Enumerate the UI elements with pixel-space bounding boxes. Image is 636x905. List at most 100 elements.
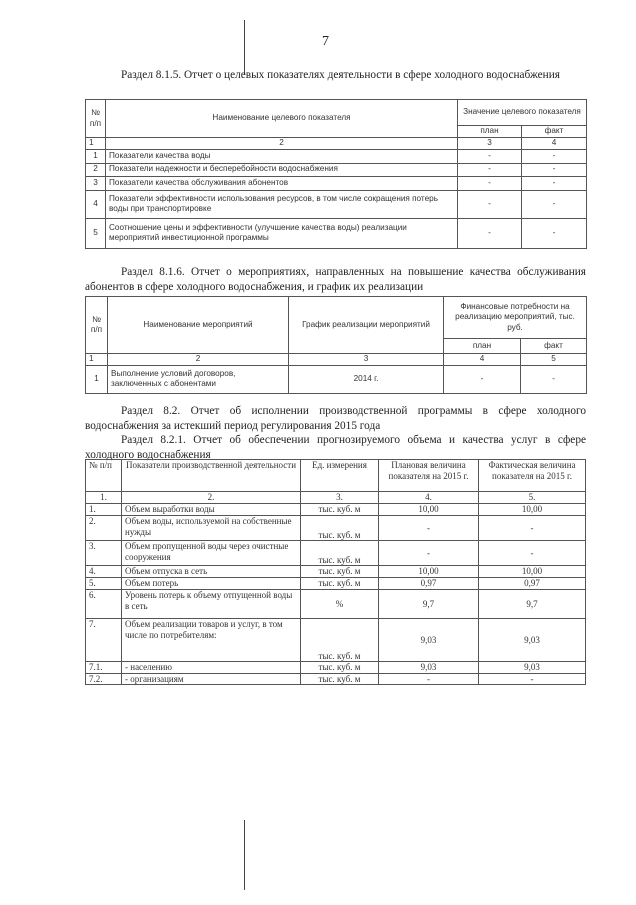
table-row: 5. Объем потерь тыс. куб. м 0,97 0,97 bbox=[85, 577, 586, 590]
row-name: Соотношение цены и эффективности (улучше… bbox=[105, 217, 458, 249]
row-fact: 0,97 bbox=[478, 577, 586, 590]
row-plan: - bbox=[457, 175, 522, 191]
row-num: 5 bbox=[85, 217, 106, 249]
table-row: 2. Объем воды, используемой на собственны… bbox=[85, 515, 586, 541]
header-num: № п/п bbox=[85, 459, 122, 492]
table-row: 6. Уровень потерь к объему отпущенной вод… bbox=[85, 589, 586, 619]
row-num: 4. bbox=[85, 565, 122, 578]
row-num: 7.2. bbox=[85, 672, 122, 685]
row-unit: тыс. куб. м bbox=[300, 577, 379, 590]
row-fact: - bbox=[478, 515, 586, 541]
table-row: 1 Показатели качества воды - - bbox=[85, 148, 588, 164]
header-value: Значение целевого показателя bbox=[456, 99, 588, 126]
table-row: 7.1. - населению тыс. куб. м 9,03 9,03 bbox=[85, 661, 586, 674]
row-plan: 9,7 bbox=[378, 589, 479, 619]
table-row: 2 Показатели надежности и бесперебойности… bbox=[85, 162, 588, 177]
row-unit: тыс. куб. м bbox=[300, 503, 379, 516]
heading-text: Раздел 8.2. Отчет об исполнении производ… bbox=[85, 405, 586, 432]
row-num: 3. bbox=[85, 540, 122, 566]
row-fact: - bbox=[520, 162, 588, 177]
header-unit: Ед. измерения bbox=[300, 459, 379, 492]
index-cell: 2 bbox=[107, 353, 289, 366]
row-schedule: 2014 г. bbox=[288, 364, 444, 394]
index-cell: 4 bbox=[443, 353, 521, 366]
production-program-table: № п/п Показатели производственной деятел… bbox=[85, 459, 586, 685]
row-num: 1 bbox=[85, 364, 108, 394]
table-row: 3 Показатели качества обслуживания абонен… bbox=[85, 175, 588, 191]
index-cell: 2 bbox=[105, 137, 458, 150]
row-unit: тыс. куб. м bbox=[300, 618, 379, 662]
row-fact: - bbox=[520, 217, 588, 249]
header-fact: факт bbox=[520, 125, 588, 138]
row-name: Выполнение условий договоров, заключенны… bbox=[107, 364, 289, 394]
header-name: Наименование целевого показателя bbox=[105, 99, 458, 138]
index-cell: 1. bbox=[85, 491, 122, 504]
index-cell: 3 bbox=[457, 137, 522, 150]
row-plan: - bbox=[457, 162, 522, 177]
row-num: 7. bbox=[85, 618, 122, 662]
row-plan: - bbox=[457, 189, 522, 219]
header-plan: Плановая величина показателя на 2015 г. bbox=[378, 459, 479, 492]
index-cell: 5. bbox=[478, 491, 586, 504]
row-unit: % bbox=[300, 589, 379, 619]
row-num: 7.1. bbox=[85, 661, 122, 674]
row-name: Показатели качества обслуживания абонент… bbox=[105, 175, 458, 191]
row-num: 2. bbox=[85, 515, 122, 541]
scan-mark bbox=[244, 20, 245, 75]
row-plan: - bbox=[378, 515, 479, 541]
section-8-2-heading: Раздел 8.2. Отчет об исполнении производ… bbox=[85, 404, 586, 434]
heading-text: Раздел 8.1.5. Отчет о целевых показателя… bbox=[121, 69, 560, 81]
row-num: 1 bbox=[85, 148, 106, 164]
row-plan: 9,03 bbox=[378, 618, 479, 662]
section-8-1-6-heading: Раздел 8.1.6. Отчет о мероприятиях, напр… bbox=[85, 265, 586, 295]
index-cell: 4. bbox=[378, 491, 479, 504]
section-8-1-5-heading: Раздел 8.1.5. Отчет о целевых показателя… bbox=[85, 68, 586, 83]
row-unit: тыс. куб. м bbox=[300, 540, 379, 566]
section-8-2-1-heading: Раздел 8.2.1. Отчет об обеспечении прогн… bbox=[85, 433, 586, 463]
row-num: 4 bbox=[85, 189, 106, 219]
table-row: 1 Выполнение условий договоров, заключен… bbox=[85, 364, 588, 394]
row-name: Объем выработки воды bbox=[121, 503, 301, 516]
heading-text: Раздел 8.2.1. Отчет об обеспечении прогн… bbox=[85, 434, 586, 461]
row-name: Объем пропущенной воды через очистные со… bbox=[121, 540, 301, 566]
index-cell: 2. bbox=[121, 491, 301, 504]
header-num: № п/п bbox=[85, 99, 106, 138]
header-fact: Фактическая величина показателя на 2015 … bbox=[478, 459, 586, 492]
row-name: Показатели надежности и бесперебойности … bbox=[105, 162, 458, 177]
header-schedule: График реализации мероприятий bbox=[288, 296, 444, 354]
row-plan: - bbox=[457, 148, 522, 164]
row-name: Объем воды, используемой на собственные … bbox=[121, 515, 301, 541]
row-name: Показатели эффективности использования р… bbox=[105, 189, 458, 219]
row-plan: - bbox=[457, 217, 522, 249]
row-fact: 10,00 bbox=[478, 503, 586, 516]
header-name: Показатели производственной деятельности bbox=[121, 459, 301, 492]
row-unit: тыс. куб. м bbox=[300, 672, 379, 685]
row-name: Уровень потерь к объему отпущенной воды … bbox=[121, 589, 301, 619]
row-plan: - bbox=[443, 364, 521, 394]
row-fact: 9,7 bbox=[478, 589, 586, 619]
row-fact: - bbox=[519, 364, 588, 394]
row-name: Показатели качества воды bbox=[105, 148, 458, 164]
row-name: Объем реализации товаров и услуг, в том … bbox=[121, 618, 301, 662]
index-cell: 4 bbox=[520, 137, 588, 150]
row-fact: - bbox=[520, 189, 588, 219]
row-plan: 9,03 bbox=[378, 661, 479, 674]
page-number: 7 bbox=[322, 34, 329, 49]
row-fact: 9,03 bbox=[478, 661, 586, 674]
header-num: № п/п bbox=[85, 296, 108, 354]
row-plan: - bbox=[378, 540, 479, 566]
target-indicators-table: № п/п Наименование целевого показателя З… bbox=[85, 99, 588, 249]
index-cell: 3 bbox=[288, 353, 444, 366]
table-row: 4. Объем отпуска в сеть тыс. куб. м 10,00 10… bbox=[85, 565, 586, 578]
row-unit: тыс. куб. м bbox=[300, 661, 379, 674]
row-name: - населению bbox=[121, 661, 301, 674]
row-unit: тыс. куб. м bbox=[300, 515, 379, 541]
row-plan: 10,00 bbox=[378, 503, 479, 516]
index-cell: 5 bbox=[519, 353, 588, 366]
row-fact: - bbox=[520, 175, 588, 191]
row-num: 1. bbox=[85, 503, 122, 516]
table-row: 4 Показатели эффективности использования … bbox=[85, 189, 588, 219]
index-cell: 3. bbox=[300, 491, 379, 504]
row-fact: 9,03 bbox=[478, 618, 586, 662]
header-plan: план bbox=[443, 338, 521, 354]
